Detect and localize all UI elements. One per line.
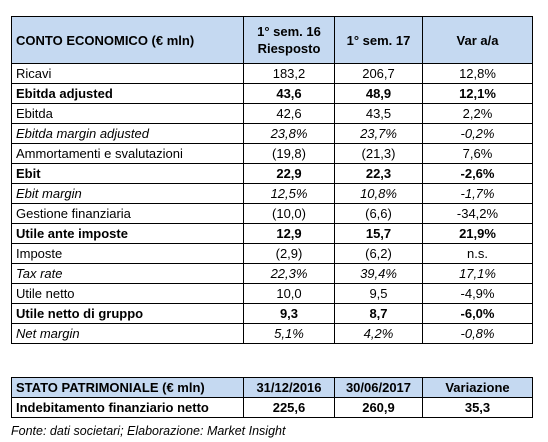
col-date-2017: 30/06/2017: [334, 377, 423, 398]
table-row: Ebitda 42,6 43,5 2,2%: [11, 103, 533, 124]
balance-title: STATO PATRIMONIALE (€ mln): [11, 377, 244, 398]
cell-value-2: 43,5: [334, 103, 423, 124]
cell-value-1: 23,8%: [243, 123, 335, 144]
table-row: Imposte (2,9) (6,2) n.s.: [11, 243, 533, 264]
table-row: Utile netto di gruppo 9,3 8,7 -6,0%: [11, 303, 533, 324]
cell-variation: -2,6%: [422, 163, 533, 184]
cell-variation: -0,2%: [422, 123, 533, 144]
table-row: Indebitamento finanziario netto 225,6 26…: [11, 397, 533, 418]
cell-variation: -0,8%: [422, 323, 533, 344]
col-h1-2017: 1° sem. 17: [334, 16, 423, 64]
balance-header-row: STATO PATRIMONIALE (€ mln) 31/12/2016 30…: [11, 377, 533, 398]
cell-value-1: 43,6: [243, 83, 335, 104]
cell-variation: -6,0%: [422, 303, 533, 324]
table-row: Utile netto 10,0 9,5 -4,9%: [11, 283, 533, 304]
row-label: Tax rate: [11, 263, 244, 284]
cell-value-1: 22,3%: [243, 263, 335, 284]
cell-variation: 21,9%: [422, 223, 533, 244]
table-row: Ebit 22,9 22,3 -2,6%: [11, 163, 533, 184]
source-note: Fonte: dati societari; Elaborazione: Mar…: [11, 424, 286, 438]
cell-variation: n.s.: [422, 243, 533, 264]
cell-value-1: 10,0: [243, 283, 335, 304]
cell-value-2: 206,7: [334, 63, 423, 84]
table-row: Utile ante imposte 12,9 15,7 21,9%: [11, 223, 533, 244]
table-row: Tax rate 22,3% 39,4% 17,1%: [11, 263, 533, 284]
row-label: Utile ante imposte: [11, 223, 244, 244]
cell-value-2: 4,2%: [334, 323, 423, 344]
cell-variation: 12,1%: [422, 83, 533, 104]
cell-value-1: (10,0): [243, 203, 335, 224]
cell-value-2: 23,7%: [334, 123, 423, 144]
table-row: Ammortamenti e svalutazioni (19,8) (21,3) 7…: [11, 143, 533, 164]
cell-variation: 7,6%: [422, 143, 533, 164]
row-label: Indebitamento finanziario netto: [11, 397, 244, 418]
cell-value-2: 22,3: [334, 163, 423, 184]
row-label: Imposte: [11, 243, 244, 264]
income-header-row: CONTO ECONOMICO (€ mln) 1° sem. 16 Riesp…: [11, 16, 533, 64]
row-label: Ammortamenti e svalutazioni: [11, 143, 244, 164]
col-yoy-change: Var a/a: [422, 16, 533, 64]
cell-value-1: (2,9): [243, 243, 335, 264]
cell-value-1: 225,6: [243, 397, 335, 418]
income-rows: Ricavi 183,2 206,7 12,8% Ebitda adjusted 43,6…: [11, 63, 533, 344]
cell-value-1: 5,1%: [243, 323, 335, 344]
cell-value-2: 48,9: [334, 83, 423, 104]
cell-value-2: 9,5: [334, 283, 423, 304]
col-h1-2016-line2: Riesposto: [257, 41, 321, 56]
col-date-2016: 31/12/2016: [243, 377, 335, 398]
cell-value-2: (6,6): [334, 203, 423, 224]
cell-variation: 17,1%: [422, 263, 533, 284]
row-label: Utile netto di gruppo: [11, 303, 244, 324]
cell-value-1: 12,5%: [243, 183, 335, 204]
cell-value-2: 10,8%: [334, 183, 423, 204]
cell-variation: 35,3: [422, 397, 533, 418]
cell-variation: -4,9%: [422, 283, 533, 304]
income-title: CONTO ECONOMICO (€ mln): [11, 16, 244, 64]
row-label: Ebitda: [11, 103, 244, 124]
table-row: Ebitda margin adjusted 23,8% 23,7% -0,2%: [11, 123, 533, 144]
cell-value-2: 39,4%: [334, 263, 423, 284]
table-row: Ebitda adjusted 43,6 48,9 12,1%: [11, 83, 533, 104]
table-row: Ebit margin 12,5% 10,8% -1,7%: [11, 183, 533, 204]
cell-value-1: 183,2: [243, 63, 335, 84]
cell-variation: -34,2%: [422, 203, 533, 224]
cell-value-2: (21,3): [334, 143, 423, 164]
row-label: Net margin: [11, 323, 244, 344]
row-label: Utile netto: [11, 283, 244, 304]
table-row: Net margin 5,1% 4,2% -0,8%: [11, 323, 533, 344]
cell-variation: 2,2%: [422, 103, 533, 124]
cell-variation: -1,7%: [422, 183, 533, 204]
col-h1-2016-line1: 1° sem. 16: [257, 24, 321, 39]
row-label: Ricavi: [11, 63, 244, 84]
table-row: Gestione finanziaria (10,0) (6,6) -34,2%: [11, 203, 533, 224]
col-h1-2016: 1° sem. 16 Riesposto: [243, 16, 335, 64]
row-label: Gestione finanziaria: [11, 203, 244, 224]
row-label: Ebit: [11, 163, 244, 184]
cell-value-1: (19,8): [243, 143, 335, 164]
income-statement-table: CONTO ECONOMICO (€ mln) 1° sem. 16 Riesp…: [11, 16, 533, 344]
cell-value-2: 260,9: [334, 397, 423, 418]
cell-value-1: 9,3: [243, 303, 335, 324]
cell-value-1: 22,9: [243, 163, 335, 184]
cell-variation: 12,8%: [422, 63, 533, 84]
row-label: Ebit margin: [11, 183, 244, 204]
cell-value-1: 12,9: [243, 223, 335, 244]
row-label: Ebitda margin adjusted: [11, 123, 244, 144]
cell-value-2: 15,7: [334, 223, 423, 244]
table-row: Ricavi 183,2 206,7 12,8%: [11, 63, 533, 84]
cell-value-2: (6,2): [334, 243, 423, 264]
cell-value-2: 8,7: [334, 303, 423, 324]
cell-value-1: 42,6: [243, 103, 335, 124]
row-label: Ebitda adjusted: [11, 83, 244, 104]
balance-sheet-table: STATO PATRIMONIALE (€ mln) 31/12/2016 30…: [11, 377, 533, 418]
col-variation: Variazione: [422, 377, 533, 398]
